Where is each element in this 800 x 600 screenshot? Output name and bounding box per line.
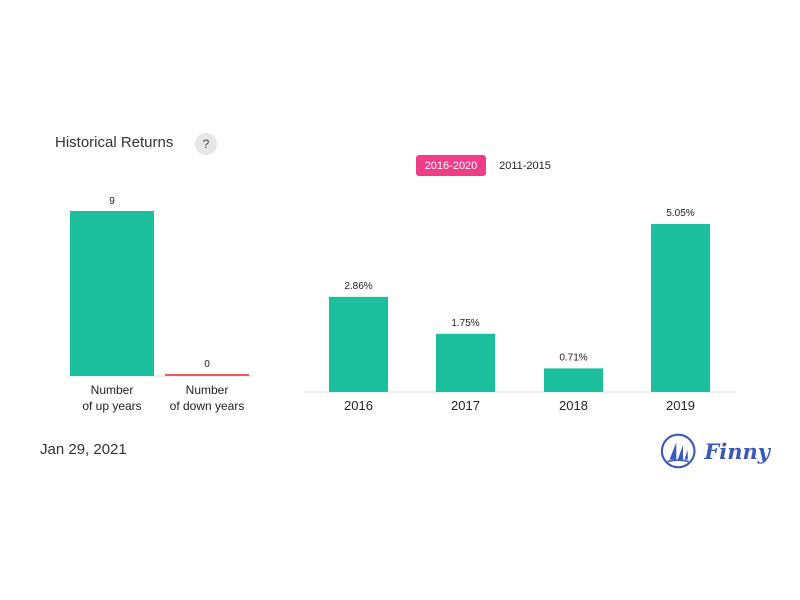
- year-tick-label: 2018: [559, 398, 588, 413]
- as-of-date: Jan 29, 2021: [40, 441, 127, 458]
- count-category-label: of down years: [170, 399, 245, 413]
- count-bar: [70, 211, 154, 376]
- year-tick-label: 2016: [344, 398, 373, 413]
- return-value-label: 5.05%: [666, 208, 694, 219]
- count-category-label: Number: [186, 383, 229, 397]
- count-value-label: 9: [109, 196, 115, 207]
- tab-2011-2015[interactable]: 2011-2015: [499, 159, 551, 172]
- return-value-label: 0.71%: [559, 352, 587, 363]
- return-value-label: 2.86%: [344, 281, 372, 292]
- chart-title: Historical Returns: [55, 134, 174, 151]
- tab-2016-2020[interactable]: 2016-2020: [416, 155, 486, 176]
- year-tick-label: 2017: [451, 398, 480, 413]
- return-bar: [329, 296, 388, 392]
- help-icon[interactable]: ?: [195, 133, 217, 155]
- return-bar: [436, 333, 495, 392]
- return-bar: [651, 224, 710, 392]
- finny-logo: Finny: [660, 430, 770, 472]
- return-value-label: 1.75%: [451, 318, 479, 329]
- count-bar: [165, 374, 249, 376]
- count-value-label: 0: [204, 359, 210, 370]
- year-tick-label: 2019: [666, 398, 695, 413]
- count-category-label: of up years: [82, 399, 141, 413]
- return-bar: [544, 368, 603, 392]
- logo-text: Finny: [704, 438, 770, 464]
- sailboat-logo-icon: [660, 433, 696, 469]
- count-category-label: Number: [91, 383, 134, 397]
